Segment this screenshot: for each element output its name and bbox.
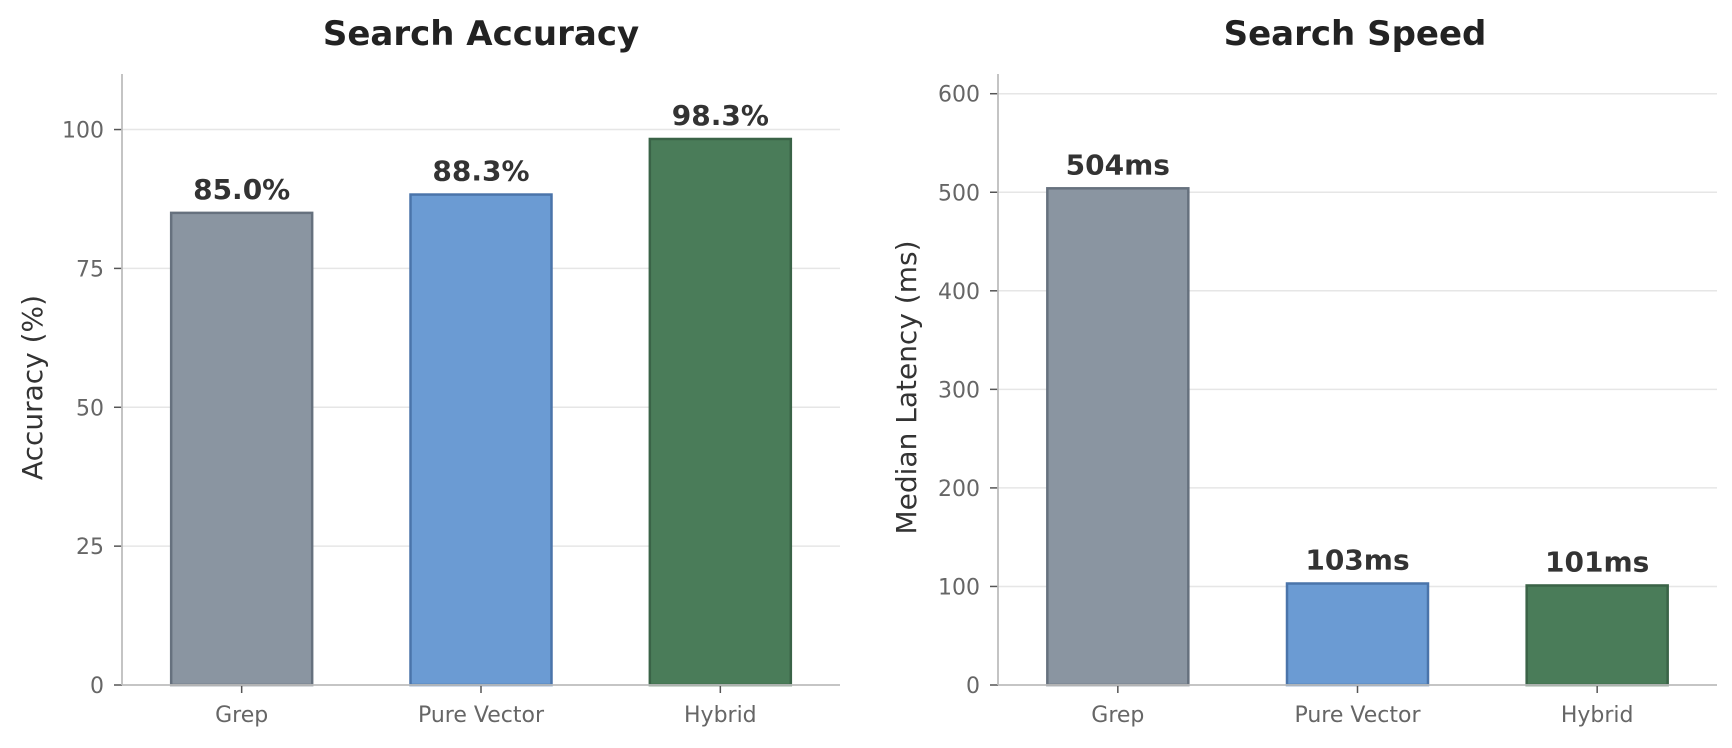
speed-bar-pure-vector (1285, 582, 1430, 687)
accuracy-y-tick-label: 50 (76, 396, 104, 421)
speed-value-label: 101ms (1545, 545, 1649, 578)
accuracy-value-label: 98.3% (672, 99, 769, 132)
speed-y-tick-label: 100 (938, 575, 980, 600)
speed-x-tick-label: Hybrid (1561, 703, 1634, 728)
speed-y-tick-label: 600 (938, 83, 980, 108)
accuracy-y-axis-label: Accuracy (%) (16, 295, 49, 480)
accuracy-chart-panel: 0 25 50 75 100 85.0% Grep 88.3% Pure Vector 98.3%… (16, 14, 840, 728)
speed-y-tick-label: 500 (938, 181, 980, 206)
accuracy-y-tick-label: 75 (76, 257, 104, 282)
speed-y-axis-label: Median Latency (ms) (890, 240, 923, 534)
speed-x-tick-label: Grep (1091, 703, 1144, 728)
accuracy-chart-title: Search Accuracy (323, 14, 639, 54)
accuracy-y-tick-label: 100 (62, 119, 104, 144)
speed-value-label: 504ms (1066, 148, 1170, 181)
speed-x-tick-label: Pure Vector (1294, 703, 1421, 728)
accuracy-x-tick-label: Pure Vector (418, 703, 545, 728)
accuracy-value-label: 85.0% (193, 173, 290, 206)
accuracy-y-tick-label: 0 (90, 674, 104, 699)
speed-bar-grep (1046, 187, 1190, 687)
speed-y-tick-label: 200 (938, 477, 980, 502)
speed-y-tick-label: 300 (938, 378, 980, 403)
accuracy-x-tick-label: Grep (215, 703, 268, 728)
speed-y-tick-label: 400 (938, 280, 980, 305)
speed-chart-panel: 0 100 200 300 400 500 600 504ms Grep 103ms Pure Ve… (890, 14, 1717, 728)
accuracy-bar-pure-vector (409, 193, 553, 687)
accuracy-y-tick-label: 25 (76, 535, 104, 560)
accuracy-bar-hybrid (648, 137, 793, 687)
speed-chart-title: Search Speed (1224, 14, 1487, 54)
accuracy-x-tick-label: Hybrid (684, 703, 757, 728)
speed-y-tick-label: 0 (966, 674, 980, 699)
accuracy-value-label: 88.3% (432, 155, 529, 188)
accuracy-bar-grep (169, 211, 314, 687)
speed-value-label: 103ms (1305, 543, 1409, 576)
speed-bar-hybrid (1525, 584, 1669, 687)
